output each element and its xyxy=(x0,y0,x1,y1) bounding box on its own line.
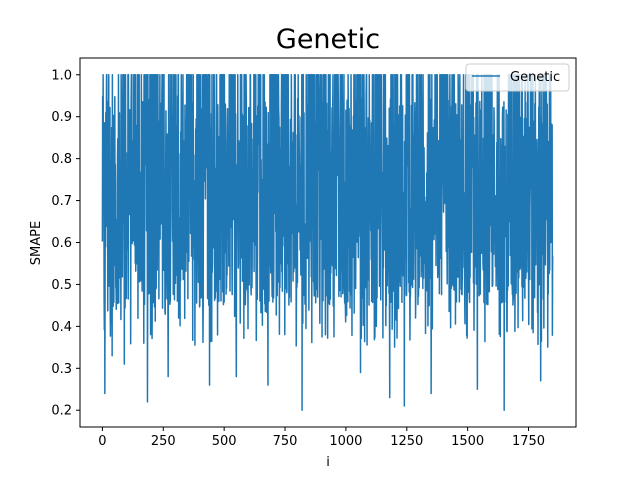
series-line-genetic xyxy=(101,74,554,411)
y-tick-label: 0.8 xyxy=(51,152,72,167)
x-tick-label: 1000 xyxy=(329,434,362,449)
series-layer xyxy=(101,74,554,411)
x-tick-label: 500 xyxy=(212,434,237,449)
x-tick-label: 0 xyxy=(98,434,106,449)
legend-label-genetic: Genetic xyxy=(510,70,560,85)
y-axis: 0.2 0.3 0.4 0.5 0.6 0.7 0.8 0.9 1.0 xyxy=(51,68,80,419)
x-tick-label: 750 xyxy=(273,434,298,449)
x-axis: 0 250 500 750 1000 1250 1500 1750 xyxy=(98,427,545,449)
y-axis-label: SMAPE xyxy=(29,221,44,265)
x-tick-label: 1750 xyxy=(512,434,545,449)
y-tick-label: 0.9 xyxy=(51,110,72,125)
legend: Genetic xyxy=(465,63,570,92)
y-tick-label: 0.6 xyxy=(51,236,72,251)
x-tick-label: 250 xyxy=(151,434,176,449)
y-tick-label: 0.2 xyxy=(51,404,72,419)
legend-box xyxy=(465,63,570,92)
x-tick-label: 1500 xyxy=(451,434,484,449)
y-tick-label: 0.4 xyxy=(51,320,72,335)
y-tick-label: 0.7 xyxy=(51,194,72,209)
x-axis-label: i xyxy=(326,455,330,470)
y-tick-label: 1.0 xyxy=(51,68,72,83)
y-tick-label: 0.5 xyxy=(51,278,72,293)
x-tick-label: 1250 xyxy=(390,434,423,449)
chart-title: Genetic xyxy=(276,24,380,55)
y-tick-label: 0.3 xyxy=(51,362,72,377)
